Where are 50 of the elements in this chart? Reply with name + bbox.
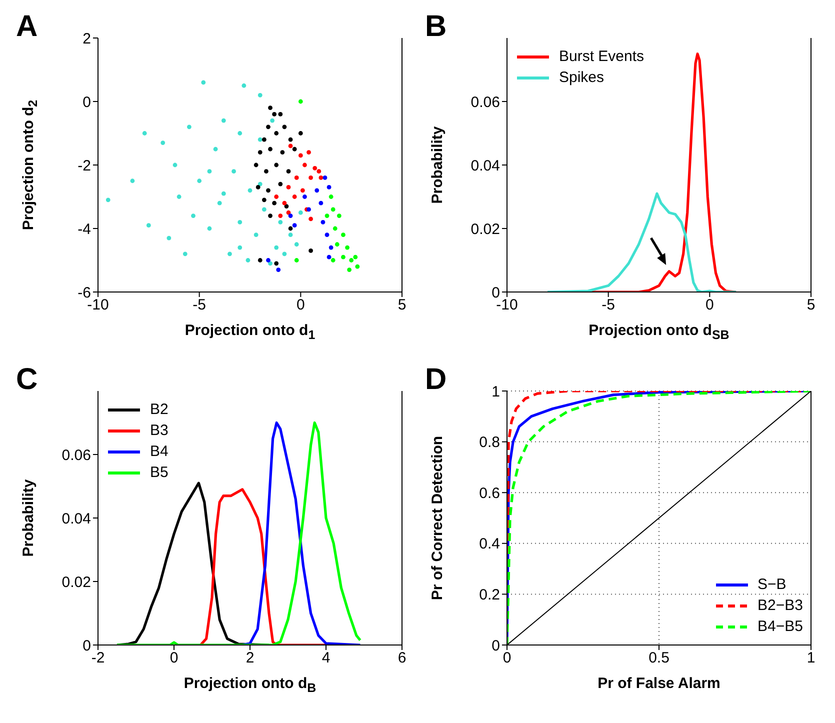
legend-label: S−B — [758, 575, 786, 595]
legend-label: B2 — [150, 400, 168, 420]
x-tick-label: 6 — [398, 650, 406, 667]
y-tick-label: -4 — [78, 220, 91, 238]
x-tick-label: 0 — [705, 296, 714, 314]
y-axis-title: Pr of Correct Detection — [429, 436, 446, 600]
legend-label: Spikes — [559, 68, 604, 88]
x-axis-title: Pr of False Alarm — [596, 675, 722, 692]
x-axis-title: Projection onto d$_{SB}$ — [588, 322, 730, 342]
y-tick-label: 0.02 — [62, 574, 91, 591]
x-tick-label: -5 — [602, 296, 616, 314]
chart-title: C — [16, 363, 38, 397]
x-axis-title: Projection onto d$_{B}$ — [182, 675, 318, 695]
y-tick-label: 0.6 — [479, 484, 500, 502]
x-axis-title: Projection onto d$_{1}$ — [184, 322, 316, 342]
legend-label: B3 — [150, 421, 168, 441]
y-tick-label: 2 — [82, 30, 91, 48]
chart-title: A — [16, 10, 38, 44]
y-tick-label: 0.04 — [470, 157, 500, 174]
x-tick-label: 0 — [296, 296, 305, 314]
y-tick-label: -2 — [78, 157, 91, 174]
legend-label: B5 — [150, 463, 168, 483]
y-tick-label: 0 — [82, 637, 91, 654]
y-tick-label: 0.04 — [62, 510, 91, 528]
x-tick-label: 0 — [502, 650, 512, 667]
x-tick-label: 5 — [806, 296, 816, 314]
chart-title: B — [425, 10, 447, 44]
y-tick-label: 1 — [492, 383, 500, 400]
x-tick-label: 0.5 — [648, 650, 670, 667]
x-tick-label: 4 — [322, 650, 330, 667]
y-axis-title: Probability — [20, 479, 37, 557]
y-tick-label: 0.4 — [479, 536, 500, 553]
legend-label: Burst Events — [559, 47, 644, 67]
y-tick-label: 0 — [492, 637, 500, 654]
y-tick-label: 0.2 — [479, 586, 500, 604]
x-tick-label: 2 — [246, 650, 254, 667]
legend-label: B2−B3 — [758, 596, 803, 616]
y-axis-title: Probability — [429, 126, 446, 204]
legend-label: B4 — [150, 442, 168, 462]
y-tick-label: 0.06 — [470, 94, 500, 111]
x-tick-label: 5 — [398, 296, 406, 314]
y-tick-label: 0.02 — [470, 220, 500, 238]
x-tick-label: 1 — [806, 650, 816, 667]
y-tick-label: 0 — [82, 94, 91, 111]
x-tick-label: 0 — [170, 650, 178, 667]
chart-title: D — [425, 363, 447, 397]
legend-label: B4−B5 — [758, 617, 803, 637]
y-tick-label: 0.8 — [479, 434, 500, 452]
y-tick-label: 0.06 — [62, 446, 91, 464]
x-tick-label: -5 — [192, 296, 206, 314]
